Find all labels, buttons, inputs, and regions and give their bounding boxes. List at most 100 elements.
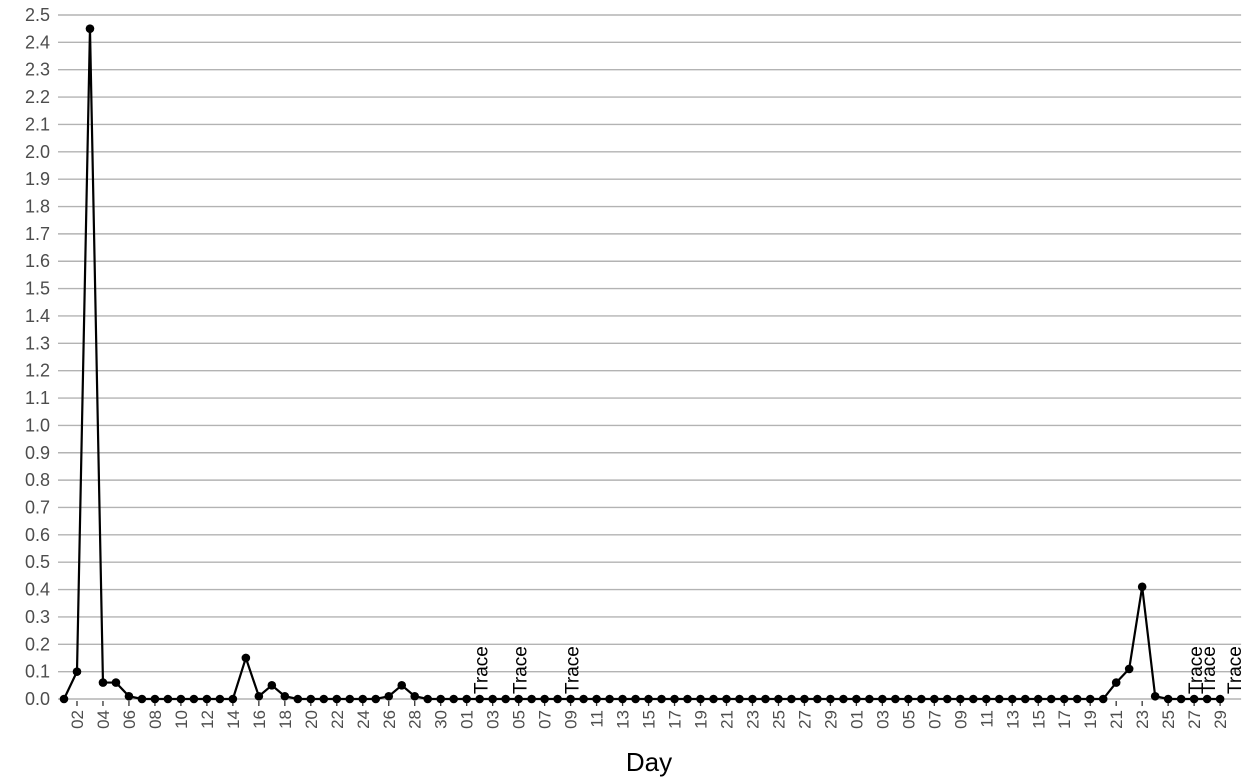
y-tick-label: 0.1 [25,662,50,682]
data-point [462,694,471,704]
data-point [215,694,225,704]
data-point [748,694,757,704]
data-point [878,694,887,704]
data-point [254,691,264,701]
data-point [994,694,1004,704]
data-point [1059,694,1069,704]
y-tick-label: 1.9 [25,169,50,189]
data-point [436,694,446,704]
data-point [904,694,913,704]
data-point [943,694,952,704]
x-tick-label: 15 [640,710,659,729]
data-point [345,694,355,704]
data-point [852,694,861,704]
data-point [150,694,160,704]
data-point [683,694,692,704]
data-point [176,694,186,704]
x-tick-label: 04 [94,710,113,729]
data-point [332,694,342,704]
x-tick-label: 29 [1211,710,1230,729]
x-tick-label: 29 [821,710,840,729]
x-tick-label: 03 [873,710,892,729]
data-point [358,694,368,704]
data-point [124,691,134,701]
data-point [981,694,991,704]
data-point [111,678,121,687]
x-axis-ticks: 02 04 06 08 10 12 14 16 18 20 22 24 26 28 30 01 03 05 07 09… [68,701,1230,729]
y-tick-label: 0.2 [25,634,50,654]
data-point [761,694,770,704]
y-axis-ticks: 0.0 0.1 0.2 0.3 0.4 0.5 0.6 0.7 0.8 0.9 1.0 1.1 1.2 1… [25,5,50,709]
y-tick-label: 2.4 [25,32,50,52]
x-axis-label: Day [626,747,672,777]
y-tick-label: 0.0 [25,689,50,709]
data-point [85,24,95,33]
data-point [1124,664,1134,674]
data-point [722,694,731,704]
x-tick-label: 25 [1159,710,1178,729]
data-point [605,694,614,704]
x-tick-label: 24 [354,710,373,729]
x-tick-label: 18 [276,710,295,729]
data-point [189,694,199,704]
y-tick-label: 1.8 [25,197,50,217]
x-tick-label: 08 [146,710,165,729]
x-tick-label: 26 [380,710,399,729]
trace-annotation: Trace [1199,646,1220,694]
y-tick-label: 1.4 [25,306,50,326]
trace-annotation: Trace [563,646,584,694]
data-point [488,694,497,704]
y-tick-label: 2.0 [25,142,50,162]
x-tick-label: 19 [1081,710,1100,729]
x-tick-label: 11 [588,710,607,728]
y-tick-label: 2.2 [25,87,50,107]
x-tick-label: 17 [666,710,685,729]
y-tick-label: 0.8 [25,470,50,490]
data-point [839,694,848,704]
data-point [1137,582,1147,592]
data-point [1033,694,1043,704]
data-point [514,694,523,704]
x-tick-label: 30 [432,710,451,729]
data-point [293,694,303,704]
y-tick-label: 1.5 [25,279,50,299]
x-tick-label: 23 [743,710,762,729]
x-tick-label: 27 [795,710,814,729]
y-tick-label: 1.0 [25,415,50,435]
data-point [826,694,835,704]
data-point [267,681,277,690]
data-point [228,694,238,704]
x-tick-label: 20 [302,710,321,729]
data-point [553,694,562,704]
data-point [449,694,459,704]
data-point [163,694,173,704]
x-tick-label: 05 [899,710,918,729]
trace-annotation: Trace [472,646,493,694]
x-tick-label: 09 [951,710,970,729]
y-tick-label: 1.7 [25,224,50,244]
x-tick-label: 09 [562,710,581,729]
series-points [59,24,1225,704]
x-tick-label: 27 [1185,710,1204,729]
data-point [618,694,627,704]
y-tick-label: 1.3 [25,333,50,353]
x-tick-label: 16 [250,710,269,729]
data-point [891,694,900,704]
data-point [787,694,796,704]
data-point [475,694,484,704]
y-tick-label: 0.6 [25,525,50,545]
y-tick-label: 1.1 [25,388,50,408]
data-point [774,694,783,704]
data-point [566,694,575,704]
x-tick-label: 21 [717,710,736,729]
x-tick-label: 01 [847,710,866,729]
data-point [501,694,510,704]
x-tick-label: 13 [1003,710,1022,729]
data-point [1098,694,1108,704]
x-tick-label: 10 [172,710,191,729]
x-tick-label: 28 [406,710,425,729]
x-tick-label: 25 [769,710,788,729]
x-tick-label: 15 [1029,710,1048,729]
data-point [631,694,640,704]
